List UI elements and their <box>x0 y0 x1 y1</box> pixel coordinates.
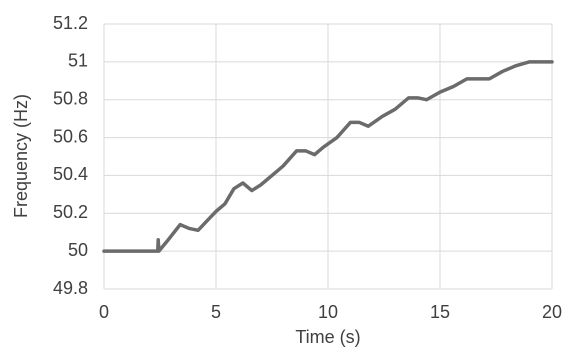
y-tick-label: 50.6 <box>53 126 88 146</box>
x-axis-label: Time (s) <box>295 327 360 347</box>
y-tick-label: 49.8 <box>53 278 88 298</box>
y-tick-label: 50.4 <box>53 164 88 184</box>
x-tick-label: 15 <box>430 302 450 322</box>
y-tick-label: 50 <box>68 240 88 260</box>
x-tick-label: 20 <box>542 302 562 322</box>
y-tick-label: 50.8 <box>53 88 88 108</box>
x-tick-label: 0 <box>99 302 109 322</box>
data-line <box>102 60 554 253</box>
x-tick-label: 5 <box>211 302 221 322</box>
y-tick-label: 51.2 <box>53 13 88 33</box>
x-tick-label: 10 <box>318 302 338 322</box>
y-axis-label: Frequency (Hz) <box>11 94 31 218</box>
y-tick-label: 51 <box>68 51 88 71</box>
y-tick-label: 50.2 <box>53 202 88 222</box>
